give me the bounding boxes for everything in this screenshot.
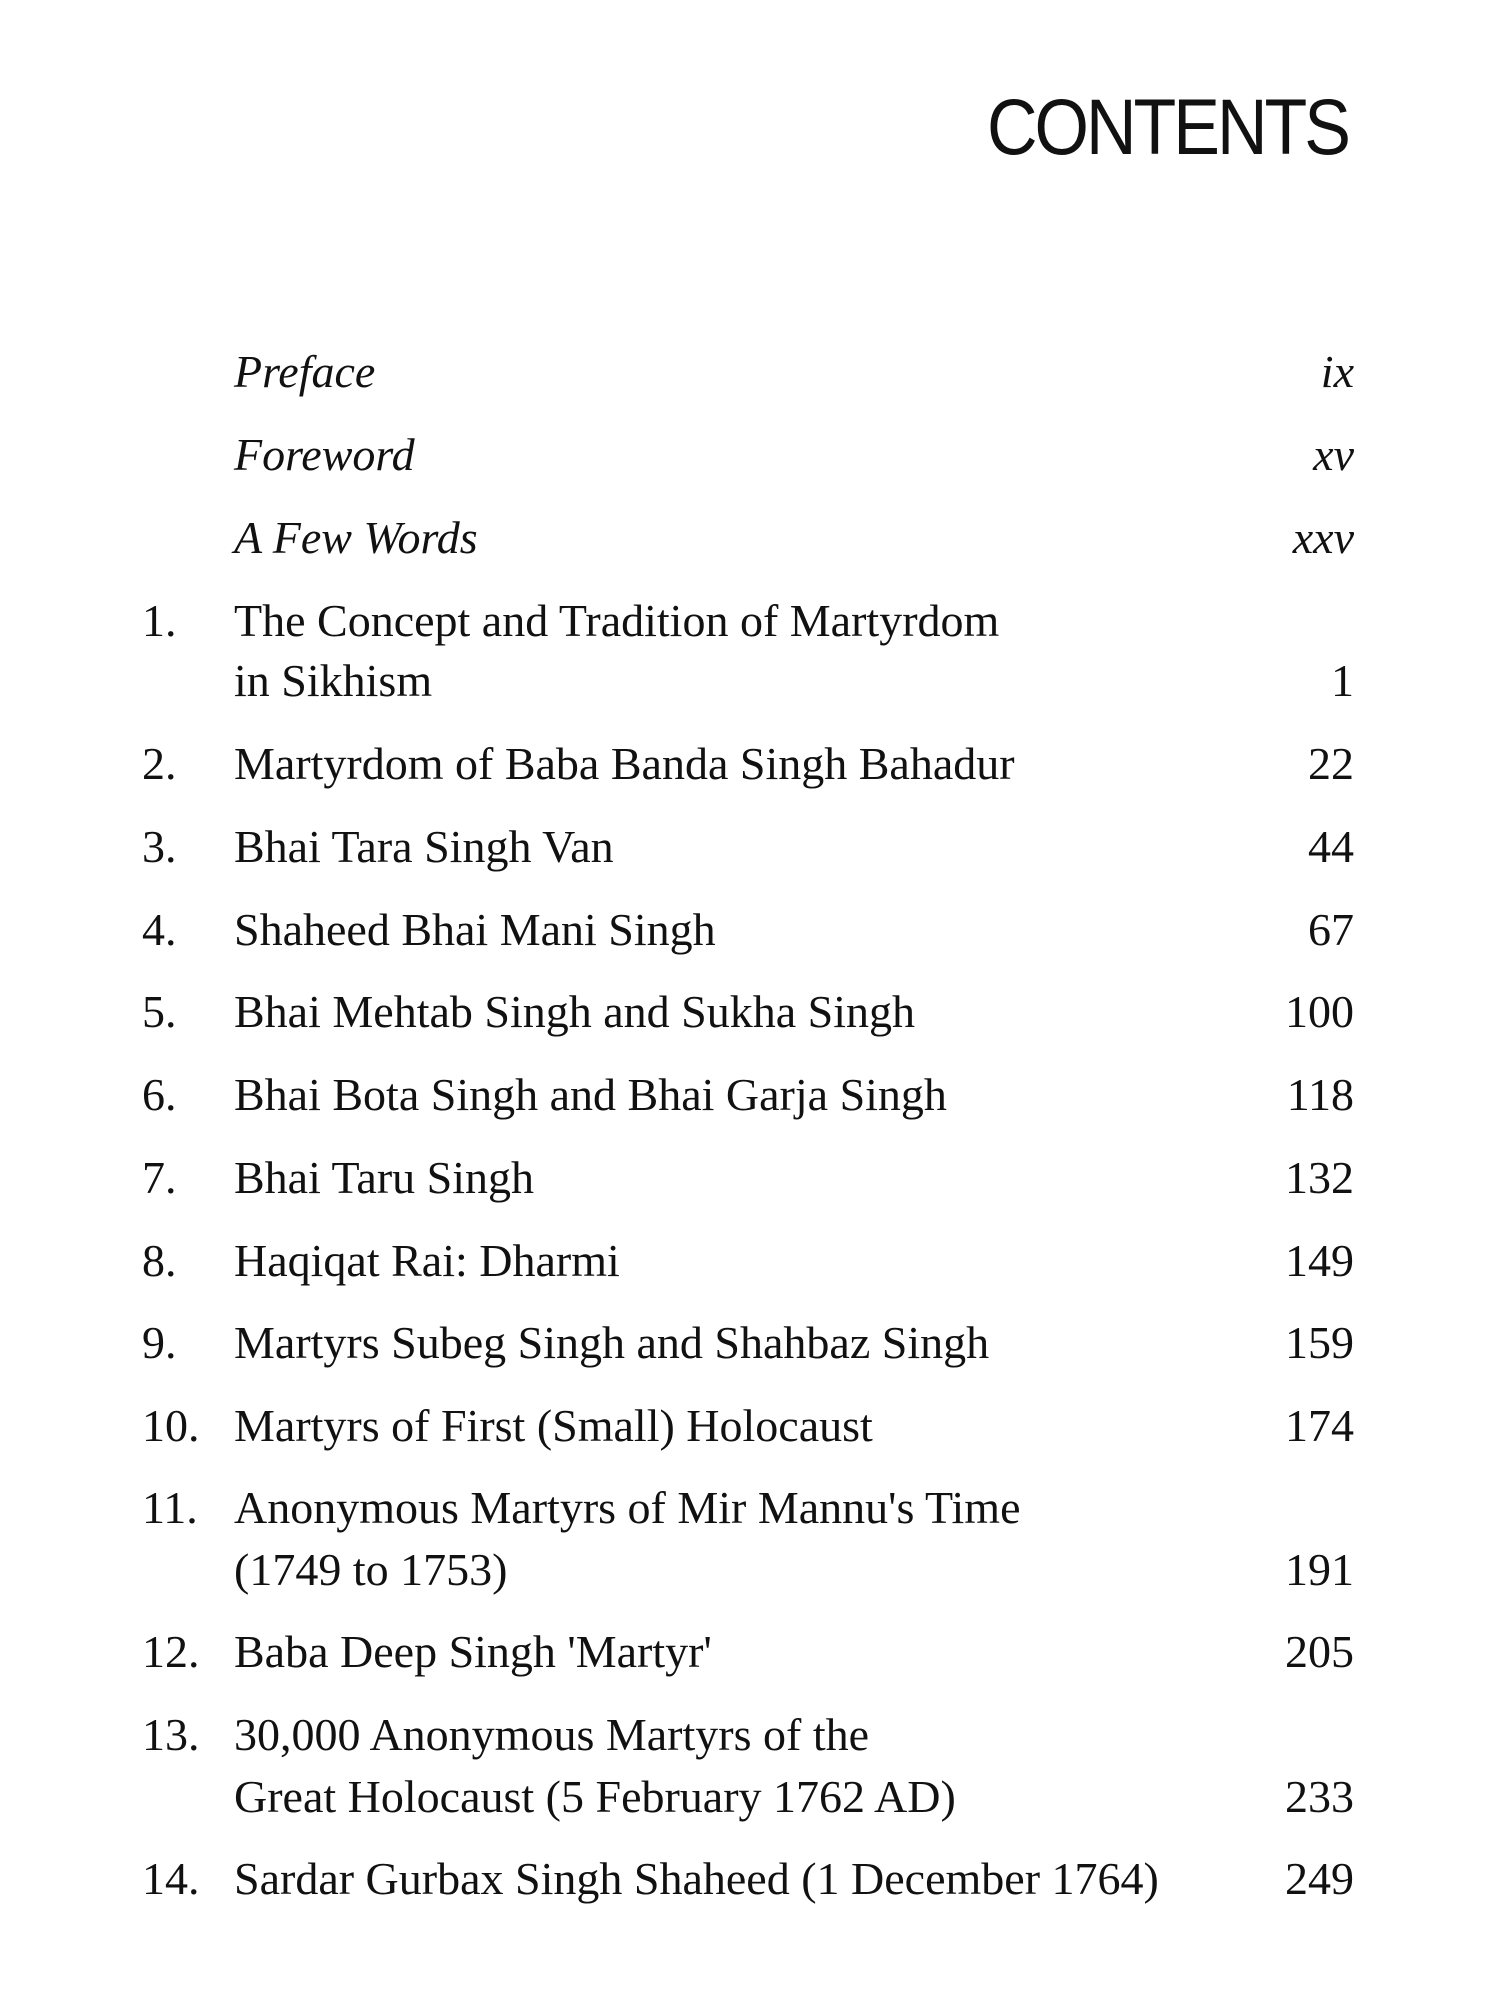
toc-entry-foreword: Foreword xv (0, 425, 1500, 485)
entry-title: Martyrs of First (Small) Holocaust (234, 1400, 873, 1451)
entry-title-cont: (1749 to 1753) (234, 1544, 508, 1595)
toc-entry-a-few-words: A Few Words xxv (0, 508, 1500, 568)
chapter-number: 2. (142, 738, 177, 789)
entry-title: Anonymous Martyrs of Mir Mannu's Time (234, 1482, 1021, 1533)
entry-title-cont: Great Holocaust (5 February 1762 AD) (234, 1771, 956, 1822)
toc-entry-chapter-9: 9. Martyrs Subeg Singh and Shahbaz Singh… (0, 1313, 1500, 1373)
entry-page: ix (1320, 346, 1354, 397)
entry-page: 44 (1308, 821, 1354, 872)
entry-page: 118 (1286, 1069, 1354, 1120)
entry-page: 22 (1308, 738, 1354, 789)
entry-page: 249 (1285, 1853, 1354, 1904)
toc-entry-chapter-10: 10. Martyrs of First (Small) Holocaust 1… (0, 1396, 1500, 1456)
entry-title: Sardar Gurbax Singh Shaheed (1 December … (234, 1853, 1159, 1904)
entry-title: Baba Deep Singh 'Martyr' (234, 1626, 712, 1677)
toc-entry-chapter-8: 8. Haqiqat Rai: Dharmi 149 (0, 1231, 1500, 1291)
toc-entry-chapter-12: 12. Baba Deep Singh 'Martyr' 205 (0, 1622, 1500, 1682)
entry-title: Bhai Mehtab Singh and Sukha Singh (234, 986, 916, 1037)
entry-page: 67 (1308, 904, 1354, 955)
entry-title-cont: in Sikhism (234, 655, 433, 706)
toc-entry-chapter-1: 1. The Concept and Tradition of Martyrdo… (0, 591, 1500, 651)
toc-entry-chapter-13-cont: Great Holocaust (5 February 1762 AD) 233 (0, 1767, 1500, 1827)
entry-page: 100 (1285, 986, 1354, 1037)
entry-page: 132 (1285, 1152, 1354, 1203)
chapter-number: 12. (142, 1626, 200, 1677)
page-title: CONTENTS (987, 83, 1351, 171)
chapter-number: 1. (142, 595, 177, 646)
entry-title: Haqiqat Rai: Dharmi (234, 1235, 620, 1286)
toc-entry-chapter-14: 14. Sardar Gurbax Singh Shaheed (1 Decem… (0, 1849, 1500, 1909)
toc-entry-chapter-11: 11. Anonymous Martyrs of Mir Mannu's Tim… (0, 1478, 1500, 1538)
toc-entry-preface: Preface ix (0, 342, 1500, 402)
toc-entry-chapter-7: 7. Bhai Taru Singh 132 (0, 1148, 1500, 1208)
entry-title: Martyrdom of Baba Banda Singh Bahadur (234, 738, 1015, 789)
entry-title: 30,000 Anonymous Martyrs of the (234, 1709, 870, 1760)
entry-page: xxv (1292, 512, 1354, 563)
entry-page: 205 (1285, 1626, 1354, 1677)
entry-page: xv (1313, 429, 1354, 480)
entry-page: 174 (1285, 1400, 1354, 1451)
chapter-number: 7. (142, 1152, 177, 1203)
chapter-number: 11. (142, 1482, 198, 1533)
entry-title: Shaheed Bhai Mani Singh (234, 904, 716, 955)
chapter-number: 14. (142, 1853, 200, 1904)
toc-entry-chapter-3: 3. Bhai Tara Singh Van 44 (0, 817, 1500, 877)
entry-page: 233 (1285, 1771, 1354, 1822)
chapter-number: 5. (142, 986, 177, 1037)
chapter-number: 8. (142, 1235, 177, 1286)
entry-title: Preface (234, 346, 376, 397)
entry-title: A Few Words (234, 512, 478, 563)
toc-entry-chapter-11-cont: (1749 to 1753) 191 (0, 1540, 1500, 1600)
chapter-number: 13. (142, 1709, 200, 1760)
entry-page: 159 (1285, 1317, 1354, 1368)
chapter-number: 9. (142, 1317, 177, 1368)
entry-title: Bhai Bota Singh and Bhai Garja Singh (234, 1069, 947, 1120)
toc-entry-chapter-2: 2. Martyrdom of Baba Banda Singh Bahadur… (0, 734, 1500, 794)
chapter-number: 10. (142, 1400, 200, 1451)
entry-title: The Concept and Tradition of Martyrdom (234, 595, 1000, 646)
entry-page: 191 (1285, 1544, 1354, 1595)
toc-entry-chapter-5: 5. Bhai Mehtab Singh and Sukha Singh 100 (0, 982, 1500, 1042)
entry-title: Bhai Tara Singh Van (234, 821, 614, 872)
toc-entry-chapter-13: 13. 30,000 Anonymous Martyrs of the (0, 1705, 1500, 1765)
toc-entry-chapter-4: 4. Shaheed Bhai Mani Singh 67 (0, 900, 1500, 960)
entry-page: 1 (1331, 655, 1354, 706)
toc-entry-chapter-6: 6. Bhai Bota Singh and Bhai Garja Singh … (0, 1065, 1500, 1125)
entry-title: Bhai Taru Singh (234, 1152, 535, 1203)
chapter-number: 6. (142, 1069, 177, 1120)
chapter-number: 3. (142, 821, 177, 872)
entry-page: 149 (1285, 1235, 1354, 1286)
toc-entry-chapter-1-cont: in Sikhism 1 (0, 651, 1500, 711)
chapter-number: 4. (142, 904, 177, 955)
entry-title: Foreword (234, 429, 415, 480)
entry-title: Martyrs Subeg Singh and Shahbaz Singh (234, 1317, 990, 1368)
